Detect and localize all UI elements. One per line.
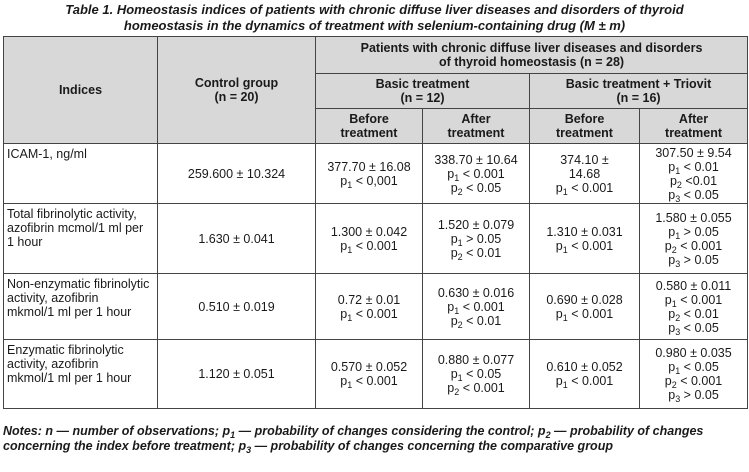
table-row: Enzymatic fibrinolytic activity, azofibri… bbox=[3, 339, 749, 409]
indicator-name: ICAM-1, ng/ml bbox=[3, 143, 158, 204]
header-basic-treatment: Basic treatment (n = 12) bbox=[315, 73, 530, 109]
header-basic-before: Before treatment bbox=[315, 108, 423, 144]
triovit-before-value: 0.610 ± 0.052 p1 < 0.001 bbox=[529, 339, 640, 409]
caption-line-2: homeostasis in the dynamics of treatment… bbox=[123, 18, 626, 33]
table-caption: Table 1. Homeostasis indices of patients… bbox=[0, 2, 749, 34]
control-value: 1.120 ± 0.051 bbox=[157, 339, 316, 409]
control-value: 259.600 ± 10.324 bbox=[157, 143, 316, 204]
homeostasis-table: Indices Control group (n = 20) Patients … bbox=[3, 36, 749, 409]
control-value: 0.510 ± 0.019 bbox=[157, 273, 316, 340]
triovit-before-value: 1.310 ± 0.031 p1 < 0.001 bbox=[529, 203, 640, 274]
indicator-name: Total fibrinolytic activity, azofibrin mc… bbox=[3, 203, 158, 274]
basic-before-value: 377.70 ± 16.08 p1 < 0,001 bbox=[315, 143, 423, 204]
table-row: Total fibrinolytic activity, azofibrin mc… bbox=[3, 203, 749, 274]
basic-after-value: 338.70 ± 10.64 p1 < 0.001 p2 < 0.05 bbox=[422, 143, 530, 204]
table-notes: Notes: n — number of observations; p1 — … bbox=[3, 424, 704, 455]
header-control-group: Control group (n = 20) bbox=[157, 36, 316, 144]
triovit-before-value: 374.10 ±14.68 p1 < 0.001 bbox=[529, 143, 640, 204]
table-row: Non-enzymatic fibrinolytic activity, azof… bbox=[3, 273, 749, 340]
control-value: 1.630 ± 0.041 bbox=[157, 203, 316, 274]
triovit-after-value: 0.580 ± 0.011 p1 < 0.001 p2 < 0.01 p3 < 0.0… bbox=[638, 273, 749, 340]
basic-before-value: 0.570 ± 0.052 p1 < 0.001 bbox=[315, 339, 423, 409]
header-triovit-after: After treatment bbox=[638, 108, 749, 144]
table-header: Indices Control group (n = 20) Patients … bbox=[3, 36, 749, 144]
basic-after-value: 0.880 ± 0.077 p1 < 0.05 p2 < 0.001 bbox=[422, 339, 530, 409]
triovit-after-value: 0.980 ± 0.035 p1 < 0.05 p2 < 0.001 p3 > 0.0… bbox=[638, 339, 749, 409]
basic-after-value: 0.630 ± 0.016 p1 < 0.001 p2 < 0.01 bbox=[422, 273, 530, 340]
header-basic-after: After treatment bbox=[422, 108, 530, 144]
header-triovit-before: Before treatment bbox=[529, 108, 640, 144]
basic-before-value: 0.72 ± 0.01 p1 < 0.001 bbox=[315, 273, 423, 340]
basic-before-value: 1.300 ± 0.042 p1 < 0.001 bbox=[315, 203, 423, 274]
triovit-before-value: 0.690 ± 0.028 p1 < 0.001 bbox=[529, 273, 640, 340]
indicator-name: Enzymatic fibrinolytic activity, azofibri… bbox=[3, 339, 158, 409]
header-basic-triovit: Basic treatment + Triovit (n = 16) bbox=[528, 73, 749, 109]
triovit-after-value: 1.580 ± 0.055 p1 > 0.05 p2 < 0.001 p3 > 0.0… bbox=[638, 203, 749, 274]
caption-line-1: Table 1. Homeostasis indices of patients… bbox=[65, 2, 684, 17]
header-patients: Patients with chronic diffuse liver dise… bbox=[314, 36, 749, 74]
table-row: ICAM-1, ng/ml 259.600 ± 10.324 377.70 ± 16… bbox=[3, 143, 749, 204]
triovit-after-value: 307.50 ± 9.54 p1 < 0.01 p2 <0.01 p3 < 0.05 bbox=[638, 143, 749, 204]
basic-after-value: 1.520 ± 0.079 p1 > 0.05 p2 < 0.01 bbox=[422, 203, 530, 274]
indicator-name: Non-enzymatic fibrinolytic activity, azof… bbox=[3, 273, 158, 340]
table-body: ICAM-1, ng/ml 259.600 ± 10.324 377.70 ± 16… bbox=[3, 143, 749, 409]
header-indices: Indices bbox=[3, 36, 158, 144]
